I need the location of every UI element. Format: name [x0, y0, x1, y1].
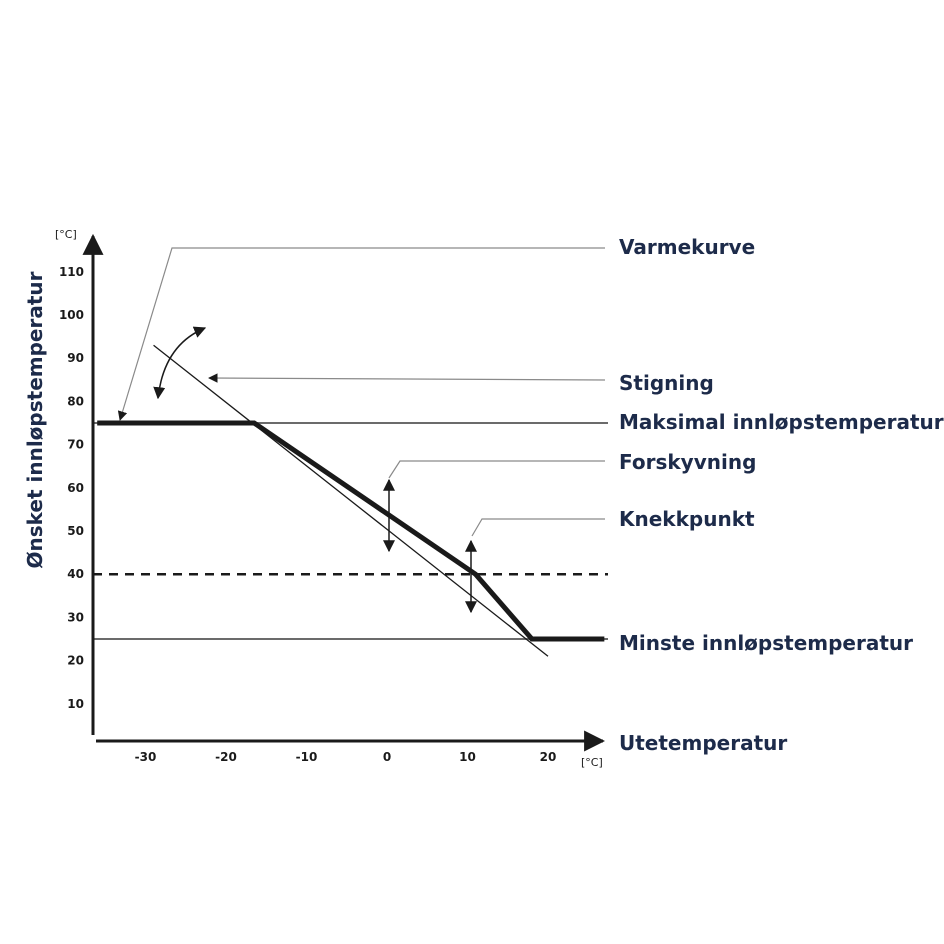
y-tick-label: 30 [67, 610, 84, 624]
y-tick-label: 10 [67, 697, 84, 711]
x-tick-label: 20 [540, 750, 557, 764]
y-tick-label: 70 [67, 438, 84, 452]
y-tick-label: 20 [67, 654, 84, 668]
label-forskyvning: Forskyvning [619, 450, 756, 474]
y-tick-label: 40 [67, 567, 84, 581]
label-stigning: Stigning [619, 371, 714, 395]
stigning-leader [208, 373, 606, 383]
reference-lines [93, 422, 608, 640]
y-tick-labels: 10 20 30 40 50 60 70 80 90 100 110 [59, 265, 84, 711]
x-tick-label: 10 [459, 750, 476, 764]
varmekurve-leader [117, 247, 605, 421]
knekkpunkt-leader [471, 518, 605, 537]
label-varmekurve: Varmekurve [619, 235, 755, 259]
x-unit-label: [°C] [581, 756, 603, 769]
y-tick-label: 50 [67, 524, 84, 538]
x-axis-title: Utetemperatur [619, 731, 787, 755]
x-tick-labels: -30 -20 -10 0 10 20 [135, 750, 557, 764]
label-knekkpunkt: Knekkpunkt [619, 507, 755, 531]
heating-curve [97, 420, 605, 642]
x-tick-label: -10 [296, 750, 318, 764]
slope-rotation-arrow [153, 326, 207, 400]
slope-line [153, 344, 549, 657]
y-tick-label: 90 [67, 351, 84, 365]
label-maksimal-innlopstemperatur: Maksimal innløpstemperatur [619, 410, 944, 434]
forskyvning-leader [388, 460, 605, 479]
x-tick-label: -30 [135, 750, 157, 764]
y-tick-label: 60 [67, 481, 84, 495]
label-minste-innlopstemperatur: Minste innløpstemperatur [619, 631, 913, 655]
y-tick-label: 110 [59, 265, 84, 279]
y-unit-label: [°C] [55, 228, 77, 241]
x-tick-label: 0 [383, 750, 391, 764]
y-tick-label: 100 [59, 308, 84, 322]
leader-lines [117, 247, 606, 537]
y-axis-title: Ønsket innløpstemperatur [23, 271, 47, 568]
x-tick-label: -20 [215, 750, 237, 764]
y-tick-label: 80 [67, 394, 84, 408]
